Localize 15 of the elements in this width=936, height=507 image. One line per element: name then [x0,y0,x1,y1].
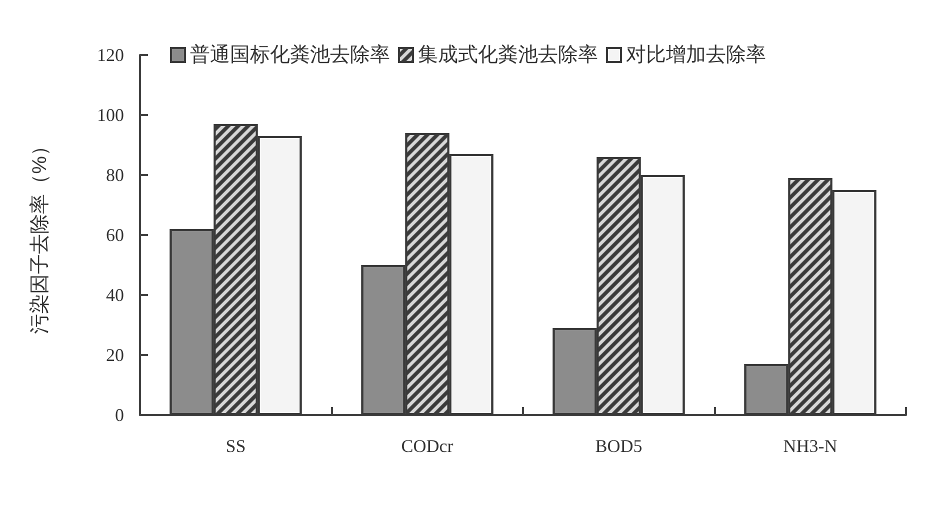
y-tick-label: 80 [106,165,124,185]
y-axis-title: 污染因子去除率（%） [29,136,51,334]
x-tick-label: CODcr [401,436,454,456]
y-tick-label: 60 [106,225,124,245]
y-tick-label: 20 [106,345,124,365]
y-tick-label: 0 [115,405,124,425]
legend-label: 普通国标化粪池去除率 [190,43,390,66]
x-tick-label: NH3-N [783,436,838,456]
legend-label: 对比增加去除率 [626,44,766,66]
x-tick-label: BOD5 [595,436,642,456]
x-tick-label: SS [226,436,246,456]
legend-label: 集成式化粪池去除率 [418,44,598,66]
y-tick-label: 100 [97,105,124,125]
y-tick-label: 40 [106,285,124,305]
y-tick-label: 120 [97,45,124,65]
